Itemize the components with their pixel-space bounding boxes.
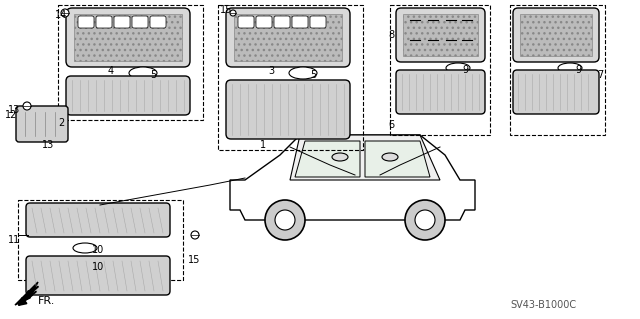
Text: 10: 10 (92, 262, 104, 272)
Text: SV43-B1000C: SV43-B1000C (510, 300, 576, 310)
Ellipse shape (73, 243, 97, 253)
Text: 2: 2 (58, 118, 64, 128)
Text: 11: 11 (8, 235, 20, 245)
FancyBboxPatch shape (238, 16, 254, 28)
Bar (218, 5, 363, 150)
Text: 14: 14 (55, 10, 67, 20)
FancyBboxPatch shape (96, 16, 112, 28)
FancyBboxPatch shape (310, 16, 326, 28)
FancyBboxPatch shape (26, 203, 170, 237)
Text: 12: 12 (5, 110, 17, 120)
Text: 3: 3 (268, 66, 274, 76)
FancyBboxPatch shape (26, 256, 170, 295)
Text: 13: 13 (42, 140, 54, 150)
FancyBboxPatch shape (16, 106, 68, 142)
FancyBboxPatch shape (226, 8, 350, 67)
Polygon shape (230, 135, 475, 220)
Text: 15: 15 (188, 255, 200, 265)
Circle shape (265, 200, 305, 240)
Text: 9: 9 (462, 65, 468, 75)
Text: 10: 10 (92, 245, 104, 255)
Text: 7: 7 (597, 70, 604, 80)
Polygon shape (15, 282, 38, 305)
FancyBboxPatch shape (274, 16, 290, 28)
FancyBboxPatch shape (513, 8, 599, 62)
Ellipse shape (332, 153, 348, 161)
Circle shape (191, 231, 199, 239)
Ellipse shape (289, 67, 317, 79)
Bar (58, 5, 203, 120)
Circle shape (61, 9, 69, 17)
FancyBboxPatch shape (150, 16, 166, 28)
Ellipse shape (558, 63, 582, 73)
Ellipse shape (129, 67, 157, 79)
Bar (74, 14, 182, 61)
FancyBboxPatch shape (256, 16, 272, 28)
Text: 9: 9 (575, 65, 581, 75)
Bar (403, 14, 478, 56)
Polygon shape (295, 141, 360, 177)
Text: 1: 1 (260, 140, 266, 150)
Polygon shape (365, 141, 430, 177)
Circle shape (405, 200, 445, 240)
Text: 6: 6 (388, 120, 394, 130)
Circle shape (275, 210, 295, 230)
Text: 8: 8 (388, 30, 394, 40)
Ellipse shape (73, 260, 97, 270)
Ellipse shape (382, 153, 398, 161)
Circle shape (23, 102, 31, 110)
Text: 4: 4 (108, 66, 114, 76)
Text: FR.: FR. (38, 296, 56, 306)
FancyBboxPatch shape (396, 8, 485, 62)
Text: 15: 15 (220, 5, 232, 15)
Text: 5: 5 (150, 70, 156, 80)
FancyBboxPatch shape (66, 76, 190, 115)
FancyBboxPatch shape (292, 16, 308, 28)
FancyBboxPatch shape (513, 70, 599, 114)
Bar (18, 200, 183, 280)
Ellipse shape (446, 63, 470, 73)
Text: 13: 13 (8, 105, 20, 115)
Bar (390, 5, 490, 135)
FancyBboxPatch shape (132, 16, 148, 28)
Circle shape (415, 210, 435, 230)
FancyBboxPatch shape (396, 70, 485, 114)
FancyBboxPatch shape (114, 16, 130, 28)
Polygon shape (290, 135, 440, 180)
Circle shape (230, 10, 236, 16)
Bar (520, 14, 592, 56)
Bar (510, 5, 605, 135)
FancyBboxPatch shape (66, 8, 190, 67)
Bar (234, 14, 342, 61)
Text: 5: 5 (310, 70, 316, 80)
FancyBboxPatch shape (226, 80, 350, 139)
FancyBboxPatch shape (78, 16, 94, 28)
